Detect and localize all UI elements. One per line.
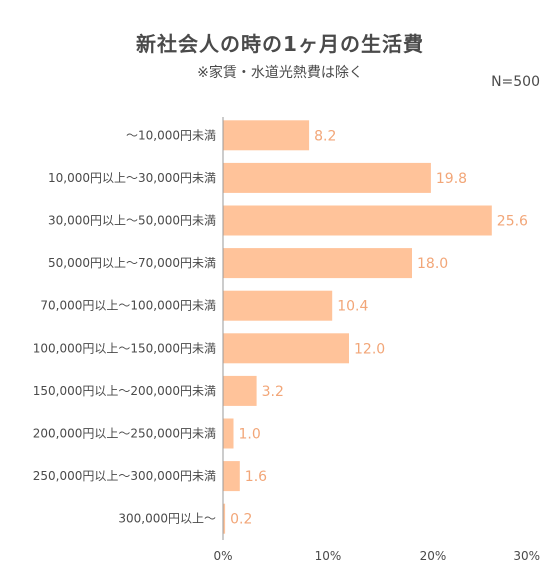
category-label-5: 100,000円以上～150,000円未満 [33, 341, 216, 355]
chart-subtitle: ※家賃・水道光熱費は除く [197, 65, 363, 81]
value-label-8: 1.6 [245, 469, 267, 485]
value-label-5: 12.0 [354, 341, 385, 357]
bar-6 [223, 375, 257, 406]
value-label-9: 0.2 [230, 512, 252, 528]
category-label-8: 250,000円以上～300,000円未満 [33, 469, 216, 483]
category-label-1: 10,000円以上～30,000円未満 [48, 171, 216, 185]
category-label-3: 50,000円以上～70,000円未満 [48, 256, 216, 270]
bar-9 [223, 503, 226, 534]
bar-3 [223, 248, 412, 279]
sample-size-label: N=500 [491, 74, 540, 90]
bar-7 [223, 418, 234, 449]
category-label-4: 70,000円以上～100,000円未満 [40, 299, 216, 313]
bar-8 [223, 461, 240, 492]
value-label-2: 25.6 [497, 214, 528, 230]
value-label-1: 19.8 [436, 171, 467, 187]
x-tick-label-3: 30% [513, 549, 540, 563]
category-label-0: ～10,000円未満 [126, 128, 216, 142]
bar-1 [223, 162, 431, 193]
x-tick-label-2: 20% [420, 549, 447, 563]
value-label-0: 8.2 [314, 128, 336, 144]
bar-4 [223, 290, 333, 321]
bar-0 [223, 120, 310, 151]
bar-5 [223, 333, 349, 364]
x-tick-label-1: 10% [315, 549, 342, 563]
category-label-2: 30,000円以上～50,000円未満 [48, 214, 216, 228]
chart-title: 新社会人の時の1ヶ月の生活費 [136, 32, 424, 56]
x-tick-label-0: 0% [213, 549, 232, 563]
value-label-6: 3.2 [262, 384, 284, 400]
value-label-4: 10.4 [337, 299, 368, 315]
category-label-6: 150,000円以上～200,000円未満 [33, 384, 216, 398]
value-label-3: 18.0 [417, 256, 448, 272]
category-label-7: 200,000円以上～250,000円未満 [33, 427, 216, 441]
value-label-7: 1.0 [239, 427, 261, 443]
bar-2 [223, 205, 492, 236]
category-label-9: 300,000円以上～ [118, 512, 216, 526]
